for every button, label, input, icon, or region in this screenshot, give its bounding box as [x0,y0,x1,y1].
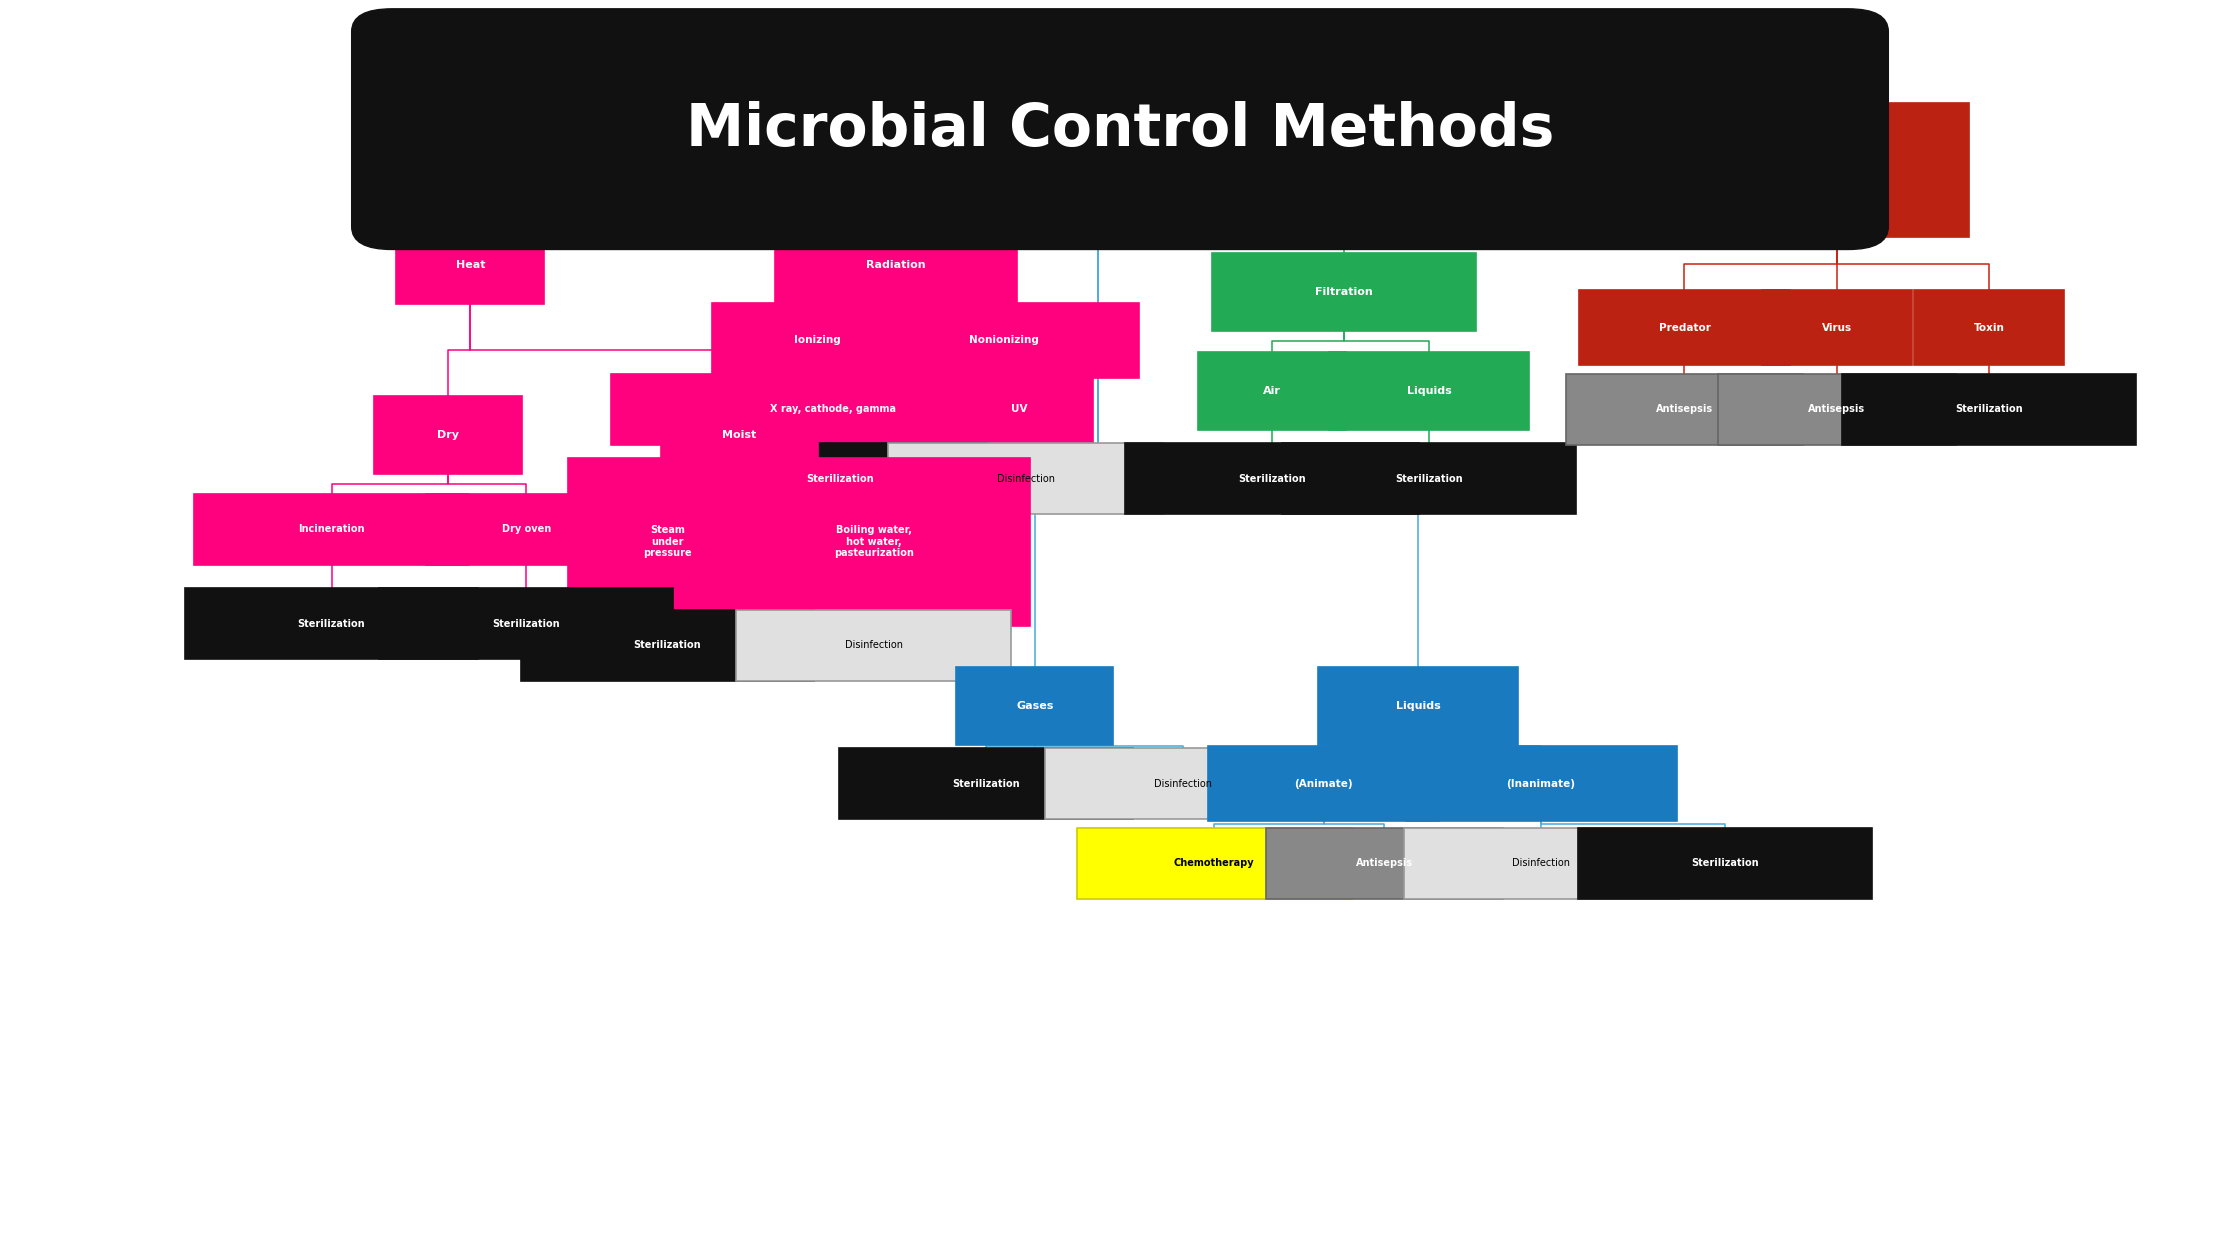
Text: Filtration: Filtration [1315,287,1373,297]
Text: Chemical
agents: Chemical agents [1068,159,1127,181]
FancyBboxPatch shape [1281,444,1577,514]
Text: Moist: Moist [721,430,757,440]
FancyBboxPatch shape [838,748,1133,819]
Text: Ionizing: Ionizing [795,335,840,345]
FancyBboxPatch shape [184,588,479,659]
FancyBboxPatch shape [1913,290,2063,365]
FancyBboxPatch shape [712,302,923,378]
Text: Dry: Dry [437,430,459,440]
Text: Antisepsis: Antisepsis [1808,404,1866,415]
Text: (Inanimate): (Inanimate) [1508,779,1575,789]
Text: Microbial Control Methods: Microbial Control Methods [1053,83,1187,93]
FancyBboxPatch shape [1317,667,1519,745]
Text: Radiation: Radiation [867,260,925,270]
FancyBboxPatch shape [717,457,1030,626]
FancyBboxPatch shape [426,494,627,564]
FancyBboxPatch shape [1841,374,2137,445]
FancyBboxPatch shape [1232,103,1604,237]
FancyBboxPatch shape [1566,374,1803,445]
FancyBboxPatch shape [869,302,1138,378]
FancyBboxPatch shape [520,610,815,680]
Text: (Animate): (Animate) [1295,779,1353,789]
FancyBboxPatch shape [1266,828,1503,898]
Text: Mechanical
removal methods: Mechanical removal methods [1364,159,1472,181]
FancyBboxPatch shape [1210,746,1438,822]
FancyBboxPatch shape [661,396,818,474]
Text: Microbial Control Methods: Microbial Control Methods [685,101,1555,158]
FancyBboxPatch shape [612,374,1055,445]
FancyBboxPatch shape [889,444,1163,514]
Text: Nonionizing: Nonionizing [968,335,1039,345]
Text: Steam
under
pressure: Steam under pressure [643,525,692,558]
Text: Sterilization: Sterilization [298,619,365,629]
FancyBboxPatch shape [1328,352,1530,430]
FancyBboxPatch shape [1407,746,1676,822]
FancyBboxPatch shape [988,103,1207,237]
FancyBboxPatch shape [1577,828,1873,898]
Text: Virus: Virus [1821,323,1852,333]
FancyBboxPatch shape [1718,374,1956,445]
FancyBboxPatch shape [1077,828,1351,898]
Text: Heat: Heat [455,260,486,270]
Text: Sterilization: Sterilization [634,640,701,650]
Text: Sterilization: Sterilization [1691,858,1758,868]
Text: Disinfection: Disinfection [844,640,903,650]
FancyBboxPatch shape [692,444,988,514]
Text: Sterilization: Sterilization [1396,474,1463,484]
Text: Disinfection: Disinfection [1512,858,1570,868]
Text: Antisepsis: Antisepsis [1655,404,1714,415]
FancyBboxPatch shape [567,457,768,626]
Text: Air: Air [1263,386,1281,396]
FancyBboxPatch shape [374,396,522,474]
Text: Boiling water,
hot water,
pasteurization: Boiling water, hot water, pasteurization [833,525,914,558]
Text: Sterilization: Sterilization [1956,404,2023,415]
FancyBboxPatch shape [737,610,1010,680]
Text: Liquids: Liquids [1407,386,1452,396]
Text: Liquids: Liquids [1396,701,1440,711]
Text: Dry oven: Dry oven [502,524,551,534]
FancyBboxPatch shape [1124,444,1420,514]
Text: Sterilization: Sterilization [1239,474,1306,484]
FancyBboxPatch shape [1046,748,1319,819]
FancyBboxPatch shape [1212,253,1476,331]
Text: Disinfection: Disinfection [997,474,1055,484]
FancyBboxPatch shape [945,372,1093,447]
FancyBboxPatch shape [419,131,791,209]
FancyBboxPatch shape [1404,828,1678,898]
Text: Predator: Predator [1658,323,1711,333]
FancyBboxPatch shape [396,226,544,304]
Text: Antisepsis: Antisepsis [1355,858,1413,868]
Text: Chemotherapy: Chemotherapy [1174,858,1254,868]
Text: Sterilization: Sterilization [806,474,874,484]
FancyBboxPatch shape [956,667,1113,745]
Text: Microbial Control Methods: Microbial Control Methods [1057,39,1183,49]
Text: Incineration: Incineration [298,524,365,534]
FancyBboxPatch shape [195,494,468,564]
Text: X ray, cathode, gamma: X ray, cathode, gamma [771,404,896,415]
FancyBboxPatch shape [379,588,674,659]
Text: Sterilization: Sterilization [952,779,1019,789]
FancyBboxPatch shape [1761,290,1911,365]
FancyBboxPatch shape [1198,352,1346,430]
Text: Physical agents: Physical agents [556,165,654,175]
Text: Biological
agents: Biological agents [1805,159,1868,181]
Text: Sterilization: Sterilization [493,619,560,629]
FancyBboxPatch shape [1579,290,1790,365]
FancyBboxPatch shape [1705,103,1969,237]
FancyBboxPatch shape [352,9,1888,249]
Text: UV: UV [1010,404,1028,415]
FancyBboxPatch shape [775,226,1017,304]
Text: Disinfection: Disinfection [1154,779,1212,789]
Text: Gases: Gases [1017,701,1053,711]
Text: Toxin: Toxin [1973,323,2005,333]
